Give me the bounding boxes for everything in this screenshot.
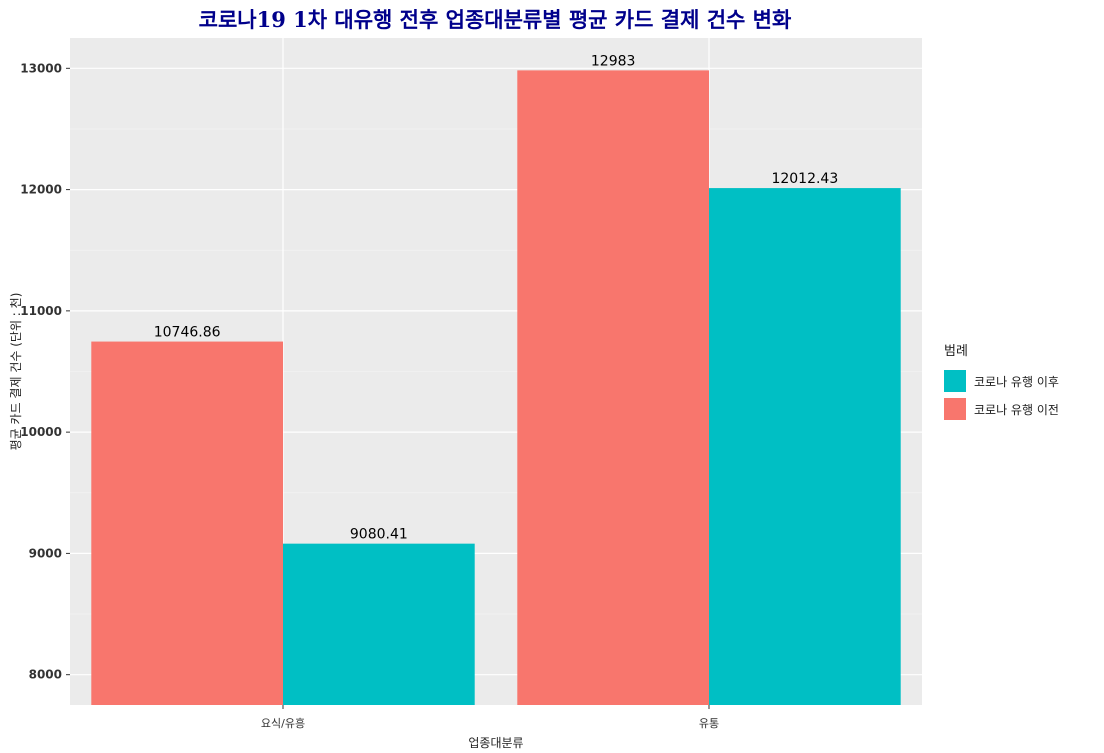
y-tick-label: 12000: [20, 183, 62, 197]
legend-item-before: 코로나 유행 이전: [944, 395, 1059, 423]
legend-label-after: 코로나 유행 이후: [974, 374, 1059, 389]
bar-after-0: [283, 543, 475, 705]
bar-after-1: [709, 188, 901, 705]
legend-label-before: 코로나 유행 이전: [974, 402, 1059, 417]
data-label: 12012.43: [771, 171, 838, 187]
legend: 범례 코로나 유행 이후 코로나 유행 이전: [944, 340, 1059, 423]
y-tick-label: 9000: [29, 546, 62, 560]
legend-title: 범례: [944, 344, 968, 359]
y-tick-label: 13000: [20, 61, 62, 75]
y-tick-label: 8000: [29, 668, 62, 682]
bar-before-1: [517, 70, 709, 705]
data-label: 10746.86: [154, 325, 221, 341]
legend-swatch-before: [944, 398, 966, 420]
y-tick-label: 10000: [20, 425, 62, 439]
x-tick-label: 요식/유흥: [261, 716, 305, 730]
x-axis-title: 업종대분류: [468, 736, 523, 750]
bar-before-0: [91, 341, 283, 705]
chart-title: 코로나19 1차 대유행 전후 업종대분류별 평균 카드 결제 건수 변화: [198, 7, 792, 32]
x-tick-label: 유통: [699, 717, 719, 730]
data-label: 9080.41: [350, 527, 408, 543]
data-label: 12983: [591, 53, 636, 69]
y-tick-label: 11000: [20, 304, 62, 318]
legend-swatch-after: [944, 370, 966, 392]
legend-item-after: 코로나 유행 이후: [944, 367, 1059, 395]
y-axis-title: 평균 카드 결제 건수 (단위 : 천): [8, 293, 23, 451]
